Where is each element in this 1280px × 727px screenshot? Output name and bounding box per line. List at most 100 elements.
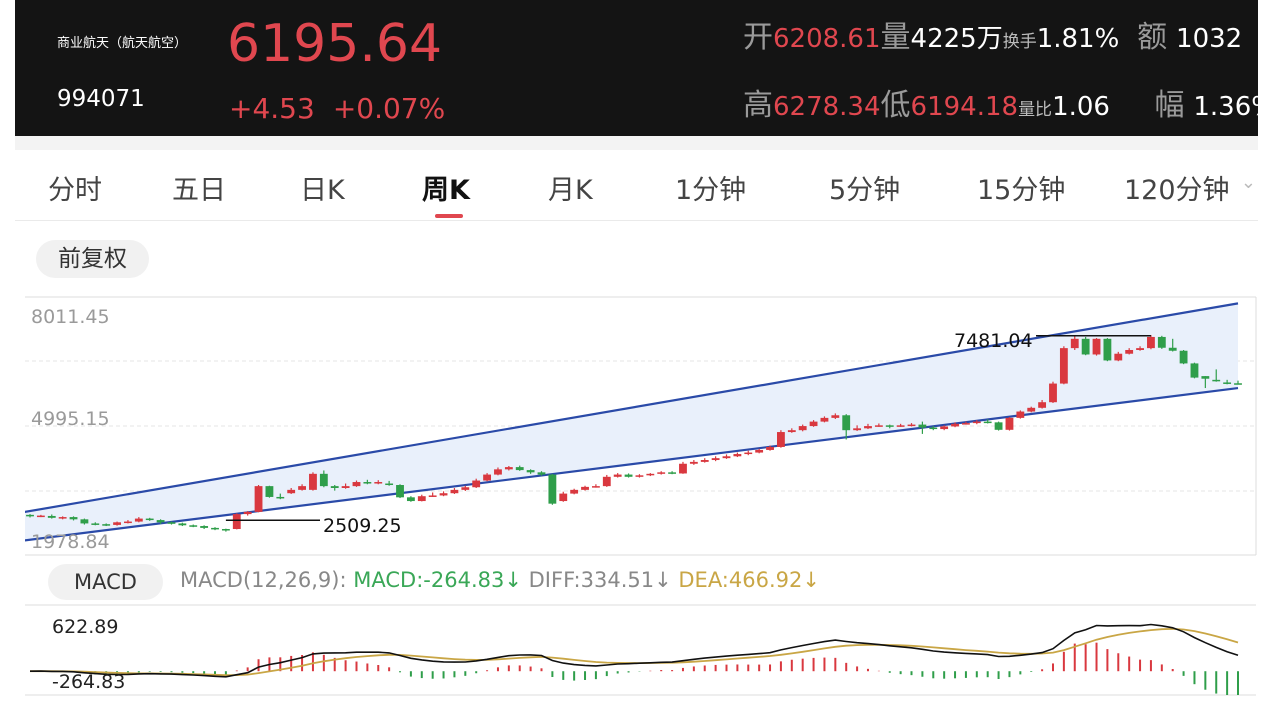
candle-body [80, 519, 89, 524]
candle-body [189, 525, 198, 527]
tab-15min[interactable]: 15分钟 [977, 175, 1066, 206]
active-tab-indicator [435, 214, 463, 218]
candle-body [417, 496, 426, 502]
candle-body [341, 486, 350, 488]
candle-body [581, 486, 589, 490]
candle-body [276, 496, 285, 499]
price-change: +4.53 +0.07% [229, 92, 463, 125]
tab-weekly-k[interactable]: 周K [422, 175, 470, 206]
open-value: 6208.61 [773, 24, 881, 54]
candle-body [668, 472, 677, 474]
tab-120min[interactable]: 120分钟 [1124, 175, 1230, 206]
candle-body [287, 489, 296, 494]
candle-body [1223, 382, 1232, 384]
candle-body [548, 474, 557, 504]
candle-body [319, 473, 328, 487]
candle-body [1147, 336, 1155, 349]
candle-body [178, 523, 187, 526]
candle-body [232, 514, 241, 530]
candle-body [679, 463, 687, 474]
candle-body [940, 426, 949, 430]
candle-body [309, 473, 317, 490]
candle-body [254, 486, 263, 512]
candle-body [211, 527, 219, 530]
candle-body [842, 415, 851, 431]
candle-body [994, 422, 1003, 430]
candle-body [134, 518, 143, 522]
candle-body [755, 449, 764, 453]
high-marker-label: 7481.04 [954, 330, 1033, 352]
adjust-button[interactable]: 前复权 [36, 240, 149, 278]
candle-body [58, 517, 67, 519]
candle-body [396, 485, 404, 498]
candle-body [504, 467, 513, 470]
candle-body [798, 426, 807, 431]
candle-body [298, 486, 306, 490]
tab-intraday[interactable]: 分时 [48, 175, 102, 206]
y-tick-label: 8011.45 [31, 306, 110, 328]
candle-body [113, 522, 121, 525]
current-price: 6195.64 [227, 14, 443, 74]
amount-value: 1032 [1176, 24, 1243, 54]
candle-body [450, 489, 459, 494]
candle-body [91, 523, 100, 525]
candle-body [918, 424, 927, 428]
diff-value: DIFF:334.51↓ [528, 568, 672, 592]
change-value: +4.53 [229, 92, 315, 125]
tab-1min[interactable]: 1分钟 [675, 175, 747, 206]
macd-button[interactable]: MACD [48, 564, 163, 600]
candle-body [1234, 383, 1242, 385]
volume-value: 4225万 [910, 24, 1003, 54]
candle-body [1125, 349, 1134, 354]
candle-body [47, 515, 56, 518]
tab-daily-k[interactable]: 日K [300, 175, 345, 206]
change-percent: +0.07% [332, 92, 446, 125]
candle-body [646, 473, 655, 476]
candle-body [69, 517, 78, 520]
diff-line [29, 623, 1239, 678]
candle-body [363, 482, 372, 484]
candle-body [385, 483, 394, 486]
candle-body [613, 474, 622, 477]
candle-body [1081, 338, 1090, 355]
turnover-value: 1.81% [1036, 24, 1120, 54]
tab-five-day[interactable]: 五日 [172, 175, 226, 206]
quote-header: 商业航天（航天航空） 994071 6195.64 +4.53 +0.07% 开6… [15, 0, 1258, 136]
candle-body [124, 521, 132, 524]
turnover-label: 换手 [1002, 32, 1037, 52]
candle-body [929, 427, 938, 430]
tab-monthly-k[interactable]: 月K [548, 175, 593, 206]
y-tick-label: 1978.84 [31, 531, 110, 553]
candle-body [1027, 407, 1036, 412]
candle-body [265, 486, 274, 497]
candle-body [1168, 347, 1177, 351]
candle-body [570, 489, 579, 494]
macd-legend: MACD(12,26,9): MACD:-264.83↓ DIFF:334.51… [180, 568, 820, 592]
candle-body [777, 432, 785, 447]
candle-body [1136, 348, 1144, 350]
candle-body [809, 421, 818, 427]
chevron-down-icon[interactable]: ⌄ [1240, 172, 1256, 193]
tab-5min[interactable]: 5分钟 [829, 175, 901, 206]
candle-body [885, 425, 894, 427]
candle-body [1038, 402, 1047, 408]
candle-body [1016, 411, 1025, 418]
candle-body [744, 452, 753, 455]
candle-body [221, 529, 230, 531]
macd-y-tick-label: 622.89 [52, 616, 118, 638]
channel-upper-line [25, 302, 1239, 514]
candle-body [657, 472, 666, 474]
candle-body [472, 480, 481, 488]
candle-body [145, 518, 154, 521]
candle-body [1157, 336, 1166, 348]
candle-body [602, 476, 611, 487]
candle-body [1212, 379, 1221, 382]
candle-body [1070, 338, 1079, 349]
low-label: 低 [880, 88, 911, 123]
index-name: 商业航天（航天航空） [57, 36, 188, 51]
candle-body [461, 487, 470, 490]
trend-channel-fill [25, 303, 1238, 541]
candle-body [102, 524, 111, 526]
candle-body [559, 493, 568, 502]
